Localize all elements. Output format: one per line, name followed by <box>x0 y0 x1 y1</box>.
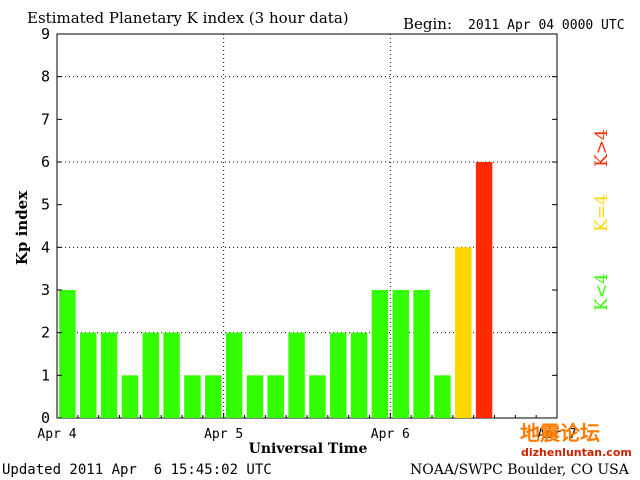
bar-kp <box>205 375 222 418</box>
y-tick-label: 0 <box>41 409 50 427</box>
source-text: NOAA/SWPC Boulder, CO USA <box>410 462 630 478</box>
updated-text: Updated 2011 Apr 6 15:45:02 UTC <box>2 462 272 478</box>
legend: K<4 K=4 K>4 <box>592 129 612 311</box>
bar-kp <box>121 375 139 418</box>
y-tick-label: 7 <box>41 110 50 128</box>
bar-kp <box>59 290 76 418</box>
bar-kp <box>225 332 243 418</box>
bar-kp <box>350 332 368 418</box>
chart-title: Estimated Planetary K index (3 hour data… <box>27 9 349 27</box>
y-tick-label: 9 <box>41 25 50 43</box>
y-tick-label: 6 <box>41 153 50 171</box>
y-axis-label: Kp index <box>13 190 31 265</box>
x-ticks: Apr 4 Apr 5 Apr 6 Apr 7 <box>37 413 577 442</box>
bar-kp <box>475 162 493 418</box>
x-tick-label: Apr 6 <box>371 427 410 442</box>
bar-kp <box>288 332 305 418</box>
x-axis-label: Universal Time <box>249 441 368 457</box>
y-tick-label: 2 <box>41 324 50 342</box>
bar-kp <box>413 290 430 418</box>
bars-layer <box>59 162 493 418</box>
y-tick-label: 3 <box>41 281 50 299</box>
bar-kp <box>330 332 347 418</box>
legend-entry: K>4 <box>592 129 612 167</box>
bar-kp <box>267 375 284 418</box>
watermark-url: dizhenluntan.com <box>521 446 632 459</box>
begin-label: Begin: <box>403 15 452 33</box>
y-tick-label: 8 <box>41 68 50 86</box>
bar-kp <box>392 290 409 418</box>
legend-entry: K<4 <box>592 273 612 311</box>
y-ticks: 0 1 2 3 4 5 6 7 8 9 <box>41 25 557 427</box>
watermark-text: 地震论坛 <box>520 421 600 445</box>
bar-kp <box>184 375 201 418</box>
bar-kp <box>246 375 264 418</box>
bar-kp <box>80 332 97 418</box>
x-tick-label: Apr 4 <box>37 427 76 442</box>
begin-value: 2011 Apr 04 0000 UTC <box>468 18 625 33</box>
legend-entry: K=4 <box>592 194 612 232</box>
bar-kp <box>455 247 472 418</box>
bar-kp <box>309 375 326 418</box>
bar-kp <box>100 332 118 418</box>
bar-kp <box>163 332 180 418</box>
x-tick-label: Apr 7 <box>537 427 576 442</box>
y-tick-label: 1 <box>41 366 50 384</box>
x-tick-label: Apr 5 <box>204 427 243 442</box>
y-tick-label: 4 <box>41 238 50 256</box>
y-tick-label: 5 <box>41 196 50 214</box>
bar-kp <box>142 332 159 418</box>
bar-kp <box>371 290 389 418</box>
grid-layer <box>57 34 557 418</box>
bar-kp <box>434 375 451 418</box>
